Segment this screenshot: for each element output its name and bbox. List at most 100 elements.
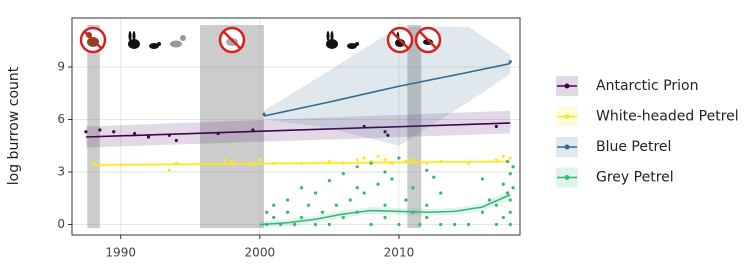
data-point (439, 222, 443, 227)
data-point (508, 172, 512, 176)
data-point (362, 191, 366, 195)
data-point (355, 165, 359, 169)
data-point (313, 191, 318, 195)
data-point (223, 158, 227, 162)
icons (79, 26, 442, 54)
data-point (133, 131, 137, 136)
data-point (174, 138, 178, 143)
legend-dot (564, 114, 570, 119)
data-point (383, 203, 387, 207)
data-point (265, 210, 269, 214)
data-point (508, 60, 512, 64)
data-point (508, 156, 512, 160)
data-point (505, 159, 510, 164)
data-point (383, 170, 387, 174)
data-point (167, 168, 171, 172)
data-point (397, 222, 401, 227)
legend-dot (564, 144, 570, 150)
data-point (320, 210, 325, 214)
data-point (386, 133, 390, 137)
legend-label: Antarctic Prion (596, 78, 698, 94)
data-point (355, 158, 359, 162)
animal-icons-1 (128, 31, 186, 49)
trend-line (92, 160, 511, 166)
data-point (501, 154, 505, 158)
data-point (272, 215, 276, 220)
data-point (425, 168, 429, 172)
data-point (376, 154, 380, 158)
legend-dot (564, 175, 570, 180)
data-point (404, 198, 408, 202)
data-point (348, 198, 352, 202)
data-point (91, 161, 95, 165)
x-tick-label: 2010 (384, 246, 415, 260)
data-point (230, 159, 234, 164)
data-point (84, 130, 88, 134)
legend-label: Blue Petrel (596, 139, 671, 155)
data-point (327, 179, 331, 183)
data-point (272, 203, 276, 207)
data-point (432, 175, 436, 179)
animal-icons-2 (326, 31, 359, 49)
data-point (306, 203, 311, 207)
y-axis-title: log burrow count (6, 66, 22, 185)
data-point (453, 222, 457, 227)
data-point (313, 222, 318, 227)
data-point (487, 198, 491, 202)
data-point (511, 186, 515, 190)
trend-line (263, 62, 511, 117)
data-point (508, 222, 512, 227)
data-point (376, 182, 380, 186)
legend-label: Grey Petrel (596, 170, 674, 186)
no-cat-icon-2 (218, 26, 246, 54)
data-point (362, 156, 366, 160)
data-point (439, 191, 443, 195)
data-point (480, 210, 485, 214)
data-point (508, 198, 512, 202)
data-point (299, 186, 304, 190)
no-rabbit-icon (386, 26, 414, 54)
y-tick-label: 3 (57, 165, 65, 179)
data-point (511, 165, 515, 169)
confidence-ribbon (264, 26, 511, 146)
legend-label: White-headed Petrel (596, 109, 739, 125)
data-point (341, 172, 345, 176)
data-point (327, 222, 331, 227)
x-tick-label: 2000 (245, 246, 276, 260)
legend-dot (564, 83, 570, 89)
data-point (425, 203, 429, 207)
eradication-period (87, 25, 100, 228)
data-point (299, 215, 304, 220)
y-tick-label: 9 (57, 60, 65, 74)
data-point (293, 222, 297, 227)
confidence-ribbon (85, 110, 511, 148)
data-point (480, 177, 485, 181)
data-point (334, 203, 338, 207)
y-tick-label: 6 (57, 112, 65, 126)
data-point (494, 158, 498, 162)
plot-background (72, 18, 520, 235)
data-point (369, 161, 373, 165)
data-point (112, 130, 116, 134)
data-point (501, 182, 505, 186)
data-point (341, 215, 345, 220)
data-point (494, 124, 498, 129)
data-point (494, 222, 498, 227)
data-point (411, 186, 415, 190)
plot-area: 0 3 6 9 1990 2000 2010 (57, 17, 521, 260)
data-point (390, 177, 394, 181)
data-point (258, 158, 262, 162)
data-point (383, 215, 387, 220)
trend-line (85, 122, 511, 138)
data-point (286, 198, 290, 202)
data-point (355, 186, 359, 190)
data-point (411, 158, 415, 162)
plot-border (71, 17, 521, 236)
data-point (466, 222, 471, 227)
data-point (369, 222, 373, 227)
data-point (494, 203, 498, 207)
data-point (397, 156, 401, 160)
data-point (98, 128, 102, 132)
no-mouse-icon (414, 26, 442, 54)
